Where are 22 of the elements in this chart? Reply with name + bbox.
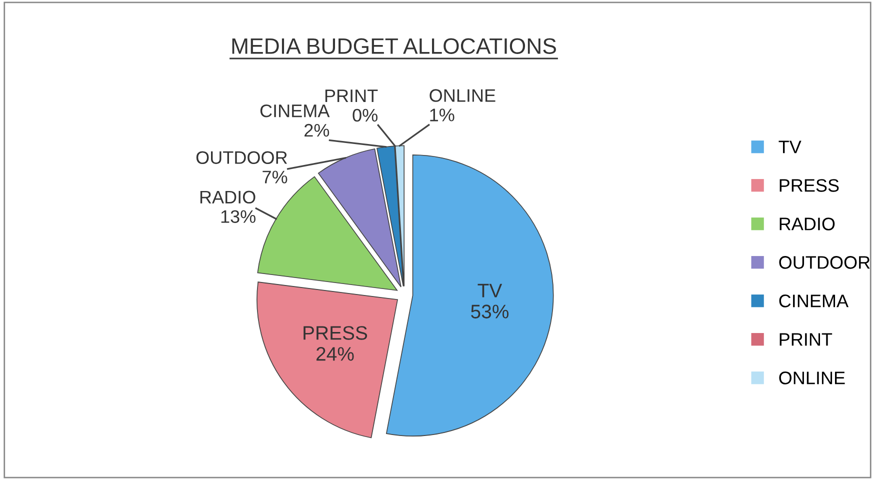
data-label: 24% — [316, 347, 354, 361]
data-label: 7% — [262, 170, 288, 184]
text: 0% — [352, 108, 378, 122]
legend-label: ONLINE — [779, 372, 845, 384]
slice-label: OUTDOOR — [196, 151, 288, 164]
legend-label: PRESS — [780, 179, 839, 192]
slice-label: PRESS — [304, 326, 368, 340]
legend-label: OUTDOOR — [779, 256, 870, 269]
legend-label: RADIO — [780, 218, 835, 230]
data-label: 13% — [221, 210, 256, 223]
slice-label: TV — [478, 284, 502, 298]
data-label: 1% — [430, 108, 454, 122]
legend-label: PRINT — [780, 333, 832, 346]
legend-label: CINEMA — [779, 294, 849, 308]
slice-label: ONLINE — [430, 89, 496, 102]
chart-title: MEDIA BUDGET ALLOCATIONS — [232, 38, 556, 54]
data-label: 2% — [304, 124, 330, 137]
category-label: PRINT — [325, 90, 378, 102]
slice-label: RADIO — [200, 190, 256, 204]
slice-label: CINEMA — [260, 104, 330, 118]
data-label: 53% — [471, 304, 508, 318]
legend-label: TV — [778, 140, 802, 154]
